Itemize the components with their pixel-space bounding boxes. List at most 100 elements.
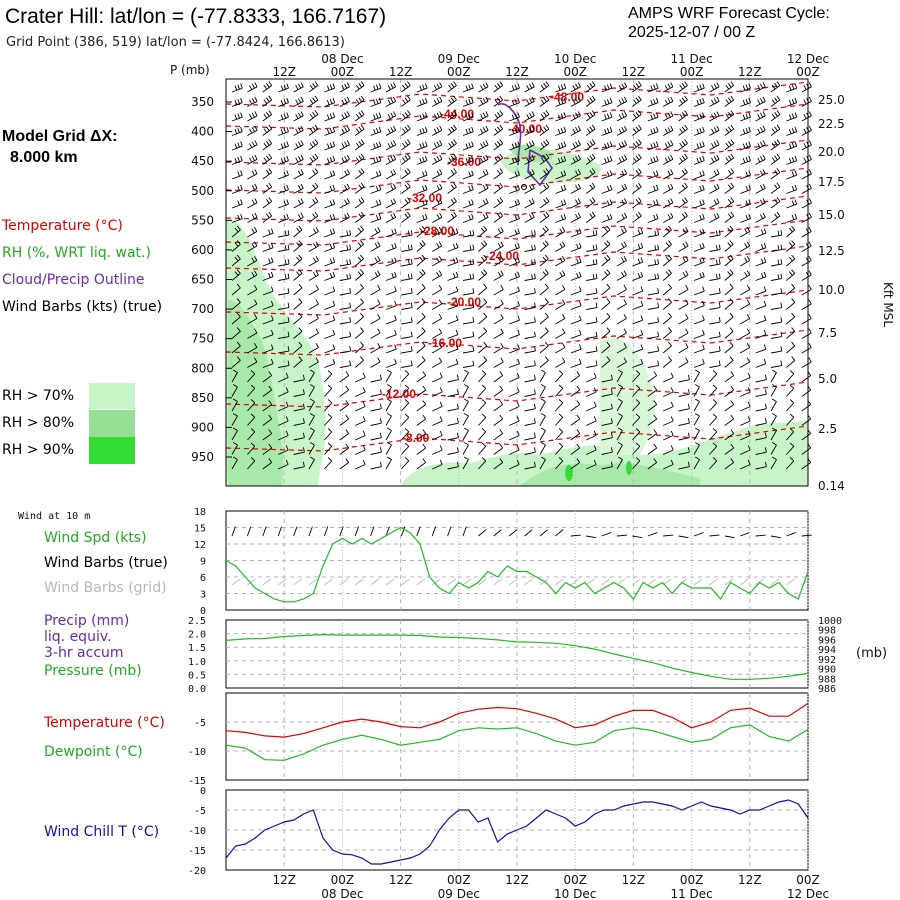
wind-barb bbox=[401, 384, 410, 397]
wind-barb bbox=[770, 288, 783, 296]
wind-barb bbox=[493, 95, 504, 107]
wind-barb bbox=[509, 300, 520, 310]
top-hour-label: 12Z bbox=[272, 65, 296, 79]
wind-barb bbox=[678, 168, 688, 180]
wind-barb bbox=[693, 126, 705, 136]
wind-barb bbox=[478, 428, 487, 441]
wind-barb bbox=[786, 327, 796, 339]
isotherm-line bbox=[225, 195, 809, 222]
wind-barb bbox=[740, 372, 751, 383]
wind-barb bbox=[324, 315, 336, 325]
wind-barb bbox=[431, 140, 443, 151]
wind-barb bbox=[262, 371, 273, 383]
wind-barb bbox=[478, 111, 489, 122]
wind-barb bbox=[401, 168, 411, 180]
wind-barb bbox=[431, 198, 443, 209]
wind-barb bbox=[278, 184, 289, 194]
bottom-date-label: 08 Dec bbox=[321, 887, 363, 900]
wind-barb bbox=[555, 299, 566, 310]
wind-barb bbox=[709, 125, 720, 136]
wind-barb bbox=[616, 140, 628, 151]
pressure-tick-label: 800 bbox=[191, 361, 214, 375]
wind-barb bbox=[678, 342, 689, 354]
wind-barb bbox=[601, 83, 613, 93]
wind-barb bbox=[493, 299, 504, 310]
wind-barb bbox=[478, 442, 487, 455]
wind-barb bbox=[786, 254, 796, 267]
wind-barb bbox=[801, 371, 812, 383]
wind-barb bbox=[770, 360, 783, 368]
page-title: Crater Hill: lat/lon = (-77.8333, 166.71… bbox=[5, 5, 386, 28]
wind-barb bbox=[339, 140, 350, 151]
wind-barb bbox=[293, 169, 304, 180]
wind-barb bbox=[509, 286, 520, 296]
wind-barb bbox=[293, 283, 303, 296]
wind-barb bbox=[570, 169, 581, 180]
surface-wind-barb bbox=[647, 532, 658, 537]
wind-barb bbox=[724, 269, 734, 281]
wind-barb bbox=[416, 141, 428, 151]
wind-barb bbox=[786, 341, 796, 354]
wind-barb bbox=[431, 284, 443, 296]
wind-barb bbox=[616, 241, 627, 252]
wind-barb bbox=[616, 342, 627, 354]
wind-barb bbox=[493, 400, 504, 412]
wind-barb bbox=[740, 126, 751, 136]
wind-barb bbox=[585, 95, 596, 107]
upper-wind-barbs bbox=[231, 81, 812, 470]
wind-barb bbox=[401, 360, 413, 368]
wind-barb bbox=[539, 225, 549, 238]
wind-barb bbox=[632, 228, 644, 238]
wind-barb bbox=[447, 432, 459, 441]
wind-barb bbox=[401, 153, 411, 165]
wind-barb bbox=[308, 124, 319, 136]
wind-barb bbox=[370, 403, 382, 412]
wind-barb bbox=[724, 327, 734, 339]
wind-barb bbox=[647, 259, 660, 267]
bottom-date-label: 10 Dec bbox=[554, 887, 596, 900]
wind-barb bbox=[616, 313, 627, 325]
top-date-label: 12 Dec bbox=[787, 52, 829, 66]
wind-barb bbox=[601, 327, 611, 339]
wind-barb bbox=[524, 418, 536, 426]
pressure-tick-label: 400 bbox=[191, 125, 214, 139]
wind-barb bbox=[616, 183, 628, 194]
wind-barb bbox=[339, 371, 350, 383]
wind-barb bbox=[462, 360, 475, 368]
wind-barb bbox=[493, 241, 504, 252]
wind-barb bbox=[693, 427, 700, 441]
wind-barb bbox=[447, 153, 457, 165]
cross-section-frame bbox=[225, 78, 809, 487]
wind-barb bbox=[447, 197, 457, 209]
wind-barb bbox=[385, 198, 397, 209]
wind-barb bbox=[585, 153, 596, 165]
cycle-label: AMPS WRF Forecast Cycle: bbox=[628, 5, 830, 22]
wind-barb bbox=[431, 82, 443, 93]
wind-barb bbox=[678, 461, 690, 470]
wind-barb bbox=[632, 300, 644, 310]
wind-barb bbox=[416, 240, 426, 252]
wind-barb bbox=[278, 199, 289, 209]
wind-barb bbox=[401, 211, 411, 223]
wind-barb bbox=[385, 183, 397, 194]
wind-barb bbox=[678, 110, 688, 122]
wind-barb bbox=[601, 97, 613, 107]
wind-barb bbox=[247, 384, 256, 397]
wind-barb bbox=[293, 356, 303, 368]
wind-barb bbox=[586, 331, 598, 339]
wind-barb bbox=[755, 344, 767, 354]
temperature-label: Temperature (°C) bbox=[43, 715, 165, 731]
wind-barb bbox=[755, 432, 767, 441]
wind-barb bbox=[509, 184, 520, 194]
wind-barb bbox=[308, 270, 319, 281]
wind-barb bbox=[247, 313, 258, 325]
wind-barb bbox=[509, 271, 520, 281]
wind-barb bbox=[586, 401, 597, 412]
wind-barb bbox=[555, 241, 566, 252]
wind-barb bbox=[709, 399, 718, 412]
wind-barb bbox=[632, 457, 641, 470]
wind-barb bbox=[601, 213, 613, 223]
wind-barb bbox=[478, 457, 487, 470]
wind-barb bbox=[678, 403, 690, 412]
wind-barb bbox=[324, 155, 336, 165]
